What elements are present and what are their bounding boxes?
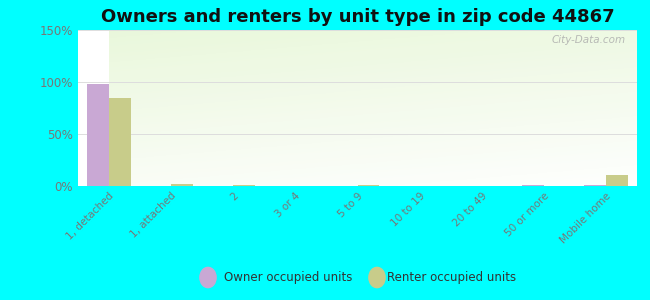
Bar: [584, 185, 606, 186]
Ellipse shape: [200, 267, 216, 288]
Ellipse shape: [369, 267, 385, 288]
Text: City-Data.com: City-Data.com: [552, 35, 626, 45]
Text: Owner occupied units: Owner occupied units: [224, 271, 352, 284]
Bar: [358, 185, 379, 186]
Bar: [87, 84, 109, 186]
Text: Renter occupied units: Renter occupied units: [387, 271, 516, 284]
Title: Owners and renters by unit type in zip code 44867: Owners and renters by unit type in zip c…: [101, 8, 614, 26]
Bar: [522, 185, 544, 186]
Bar: [606, 175, 628, 186]
Bar: [171, 184, 193, 186]
Bar: [233, 185, 255, 186]
Bar: [109, 98, 131, 186]
